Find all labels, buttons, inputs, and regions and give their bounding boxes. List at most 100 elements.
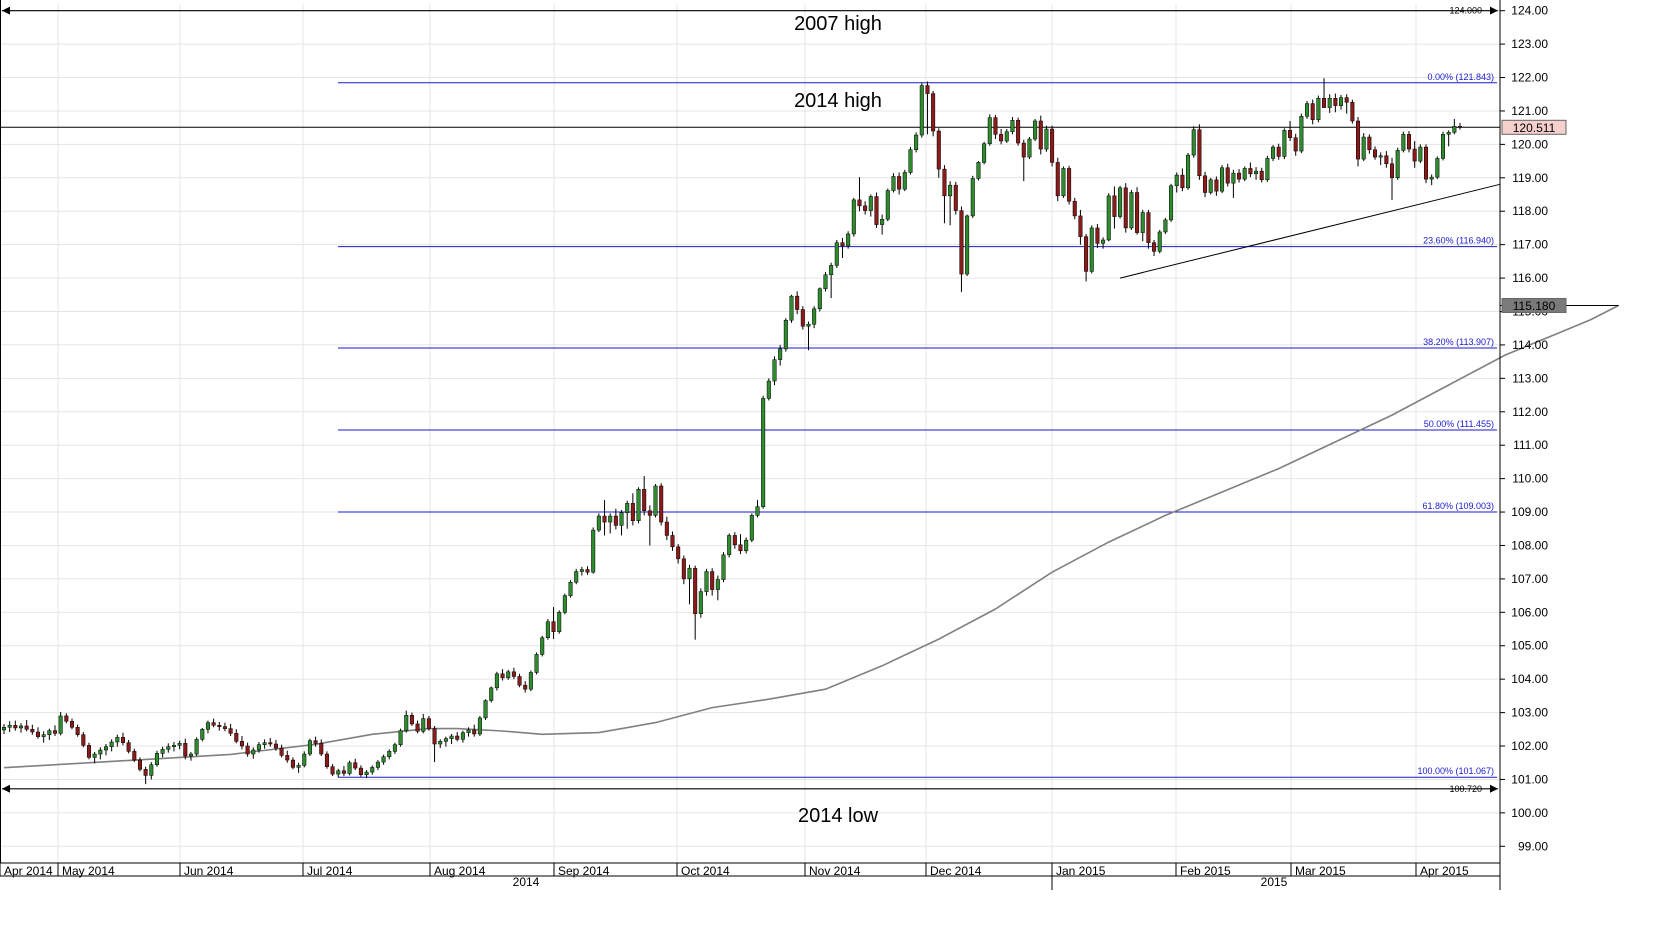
x-month-label: Jan 2015 [1056, 864, 1106, 878]
candle-body [868, 196, 873, 211]
candle-body [302, 753, 307, 766]
candle-body [948, 184, 953, 197]
candle-body [1339, 97, 1344, 106]
candle-body [698, 591, 703, 614]
candle-body [1118, 187, 1123, 217]
arrow-left-icon [2, 6, 10, 15]
candle-body [681, 558, 686, 580]
y-tick-label: 104.00 [1511, 672, 1548, 686]
candle-body [500, 673, 505, 679]
candle-body [829, 265, 834, 275]
overlays: 0.00% (121.843) 23.60% (116.940) 38.20% (1… [0, 6, 1619, 794]
candle-body [653, 485, 658, 516]
candle-body [1169, 185, 1174, 221]
candle-body [1061, 168, 1066, 197]
candle-body [568, 581, 573, 596]
candle-body [1299, 116, 1304, 152]
candle-body [817, 288, 822, 310]
candle-body [35, 731, 40, 737]
fib-level-label: 100.00% (101.067) [1417, 766, 1494, 776]
candle-body [81, 734, 86, 746]
candle-body [1265, 158, 1270, 181]
candle-body [1231, 172, 1236, 184]
candle-body [154, 753, 159, 765]
candle-body [1220, 167, 1225, 192]
candle-body [149, 764, 154, 776]
candle-body [183, 743, 188, 757]
candle-body [109, 741, 114, 747]
x-year-label: 2015 [1261, 875, 1288, 889]
candle-body [290, 759, 295, 768]
candle-body [704, 571, 709, 592]
x-year-label: 2014 [513, 875, 540, 889]
candle-body [353, 762, 358, 769]
candle-body [1140, 212, 1145, 233]
candle-body [891, 176, 896, 191]
annotation-2014-low: 2014 low [798, 805, 879, 827]
candle-body [268, 742, 273, 745]
y-tick-label: 114.00 [1512, 338, 1548, 352]
candle-body [489, 687, 494, 701]
y-tick-label: 120.00 [1511, 137, 1548, 151]
candle-body [857, 199, 862, 207]
candle-body [92, 753, 97, 758]
candle-body [789, 295, 794, 321]
candle-body [443, 738, 448, 742]
candle-body [557, 612, 562, 632]
candle-body [727, 535, 732, 556]
y-tick-label: 108.00 [1511, 538, 1548, 552]
candle-body [1010, 120, 1015, 132]
y-tick-label: 106.00 [1511, 605, 1548, 619]
candle-body [1378, 155, 1383, 158]
x-month-label: Apr 2015 [1420, 864, 1469, 878]
candle-body [761, 398, 766, 507]
candle-body [477, 717, 482, 735]
y-tick-label: 118.00 [1512, 204, 1548, 218]
y-tick-label: 122.00 [1511, 71, 1548, 85]
candle-body [160, 749, 165, 754]
candle-body [823, 274, 828, 290]
candle-body [1180, 174, 1185, 189]
candle-body [24, 725, 29, 730]
y-tick-label: 111.00 [1513, 438, 1548, 452]
fib-level-label: 50.00% (111.455) [1424, 419, 1494, 429]
candle-body [778, 348, 783, 360]
candle-body [1327, 98, 1332, 108]
candle-body [1316, 98, 1321, 120]
candle-body [1055, 162, 1060, 197]
current-price-tag-label: 120.511 [1513, 121, 1556, 135]
candle-body [840, 242, 845, 247]
candle-body [98, 749, 103, 755]
candle-body [812, 308, 817, 325]
candle-body [432, 728, 437, 745]
candle-body [1067, 168, 1072, 202]
candle-body [1112, 195, 1117, 217]
candle-body [239, 741, 244, 747]
candle-body [1361, 136, 1366, 160]
candle-body [69, 721, 74, 728]
candle-body [1293, 137, 1298, 152]
candle-body [1225, 167, 1230, 184]
annotation-2014-high: 2014 high [794, 90, 882, 112]
candle-body [1084, 236, 1089, 272]
candle-body [1282, 130, 1287, 157]
candle-body [438, 741, 443, 745]
candle-body [1333, 98, 1338, 106]
candle-body [426, 718, 431, 729]
x-month-label: Nov 2014 [809, 864, 861, 878]
candle-body [1203, 175, 1208, 193]
candle-body [636, 489, 641, 521]
candle-body [591, 529, 596, 573]
candle-body [347, 762, 352, 774]
candle-body [710, 571, 715, 590]
candle-body [1191, 129, 1196, 156]
candle-body [1078, 215, 1083, 237]
candle-body [744, 539, 749, 552]
candle-body [1350, 102, 1355, 122]
y-axis: 99.00 100.00 101.00 102.00 103.00 104.00 105.0… [1500, 4, 1567, 853]
candle-body [126, 742, 131, 752]
candle-body [319, 743, 324, 755]
candle-body [585, 569, 590, 573]
candle-body [1259, 170, 1264, 181]
candle-body [449, 735, 454, 739]
